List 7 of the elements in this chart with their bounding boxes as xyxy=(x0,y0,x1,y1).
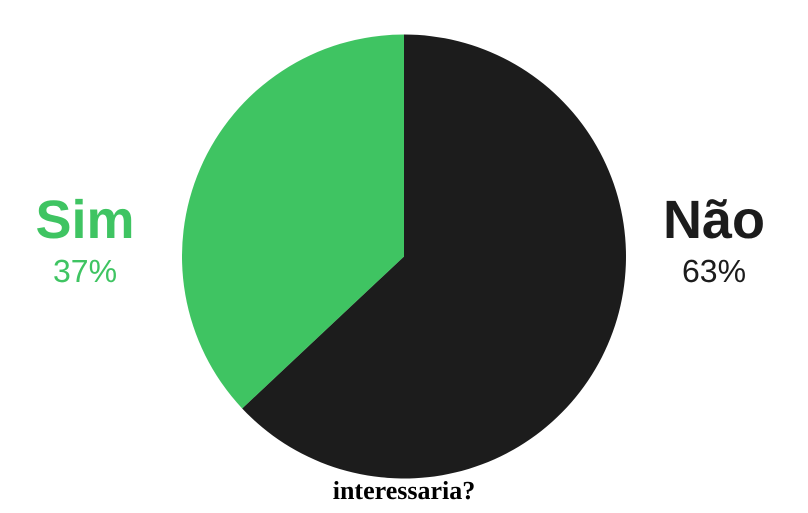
slice-label: Sim xyxy=(35,190,135,250)
data-label: 63% xyxy=(682,253,746,289)
slice-label: Não xyxy=(662,190,766,250)
text: interessaria? xyxy=(332,476,476,505)
pie-slice xyxy=(242,34,626,478)
pie-slice xyxy=(182,34,404,408)
data-label: 37% xyxy=(52,253,118,289)
